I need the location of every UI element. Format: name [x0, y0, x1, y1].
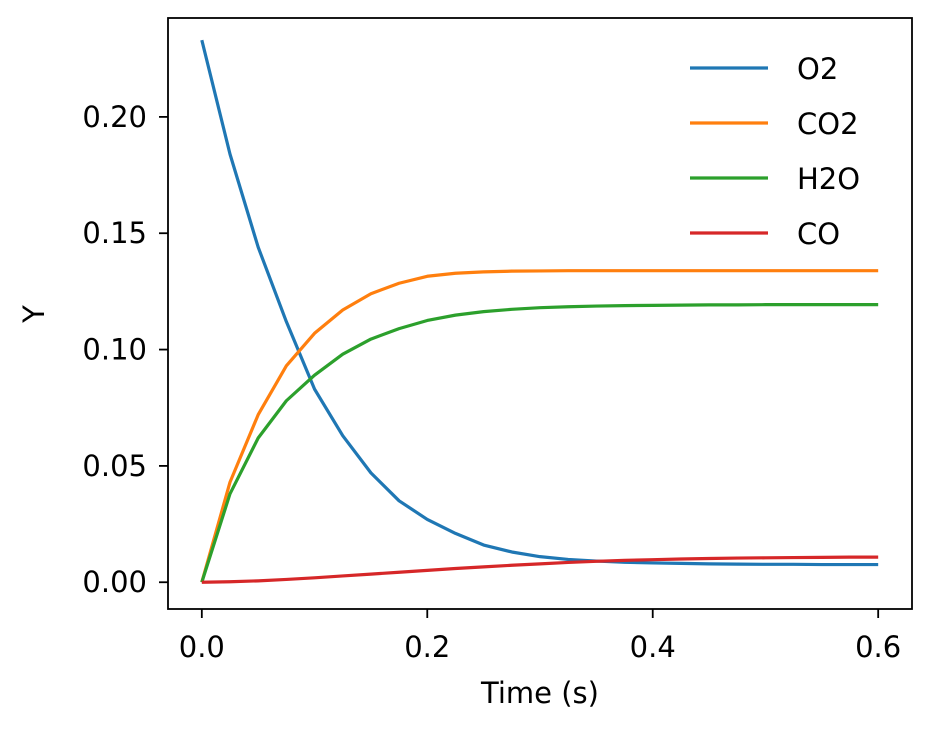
- legend-item-co: CO: [690, 217, 840, 251]
- x-axis-ticks: 0.0 0.2 0.4 0.6: [179, 609, 901, 664]
- legend-item-o2: O2: [690, 52, 838, 86]
- x-tick-label: 0.0: [179, 630, 225, 664]
- series-line-co2: [200, 269, 879, 583]
- legend-label: H2O: [797, 162, 860, 196]
- series-line-h2o: [200, 303, 879, 583]
- y-tick-label: 0.15: [82, 216, 147, 250]
- plot-lines: [200, 39, 879, 584]
- legend-label: CO: [797, 217, 840, 251]
- x-tick-label: 0.2: [404, 630, 450, 664]
- x-axis-label: Time (s): [480, 676, 599, 710]
- legend-label: O2: [797, 52, 838, 86]
- plot-frame: [167, 17, 913, 610]
- y-axis-ticks: 0.00 0.05 0.10 0.15 0.20: [82, 100, 168, 599]
- series-line-o2: [200, 39, 879, 567]
- y-axis-label: Y: [17, 305, 51, 324]
- x-tick-label: 0.6: [855, 630, 901, 664]
- legend: O2 CO2 H2O CO: [690, 52, 860, 251]
- legend-item-h2o: H2O: [690, 162, 860, 196]
- series-line-co: [201, 555, 879, 584]
- x-tick-label: 0.4: [630, 630, 676, 664]
- y-tick-label: 0.10: [82, 333, 147, 367]
- y-tick-label: 0.20: [82, 100, 147, 134]
- legend-item-co2: CO2: [690, 107, 859, 141]
- legend-label: CO2: [797, 107, 859, 141]
- y-tick-label: 0.00: [82, 565, 147, 599]
- y-tick-label: 0.05: [82, 449, 147, 483]
